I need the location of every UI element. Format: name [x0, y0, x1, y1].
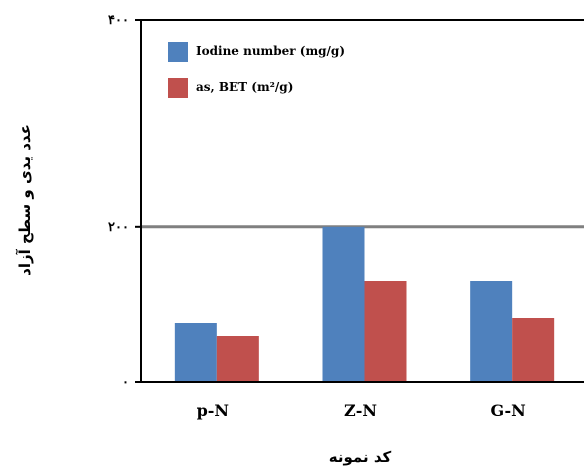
bar-p-N-series-0	[174, 323, 217, 382]
y-axis-title: عدد یدی و سطح آزاد	[16, 124, 34, 276]
x-tick-label-Z-N: Z-N	[344, 401, 377, 420]
legend-label-1: as, BET (m²/g)	[196, 80, 293, 94]
plot-area	[141, 225, 584, 382]
legend-swatch-1	[168, 78, 188, 98]
legend-swatch-0	[168, 42, 188, 62]
x-axis-title: کد نمونه	[329, 448, 392, 466]
bar-Z-N-series-0	[322, 226, 365, 382]
y-tick-label-200: ۲۰۰	[108, 220, 129, 235]
labels: p-N Z-N G-N ۰ ۲۰۰ ۴۰۰ کد نمونه عدد یدی و سطح آز…	[16, 13, 526, 466]
x-tick-label-G-N: G-N	[491, 401, 526, 420]
legend: Iodine number (mg/g) as, BET (m²/g)	[168, 42, 345, 98]
y-tick-label-400: ۴۰۰	[108, 13, 129, 28]
bar-p-N-series-1	[216, 336, 259, 382]
y-tick-label-0: ۰	[122, 375, 129, 390]
legend-label-0: Iodine number (mg/g)	[196, 44, 345, 58]
bar-G-N-series-1	[512, 318, 555, 382]
bar-Z-N-series-1	[364, 281, 407, 382]
x-tick-label-p-N: p-N	[197, 401, 229, 420]
axes	[135, 19, 584, 383]
bar-G-N-series-0	[470, 281, 513, 382]
